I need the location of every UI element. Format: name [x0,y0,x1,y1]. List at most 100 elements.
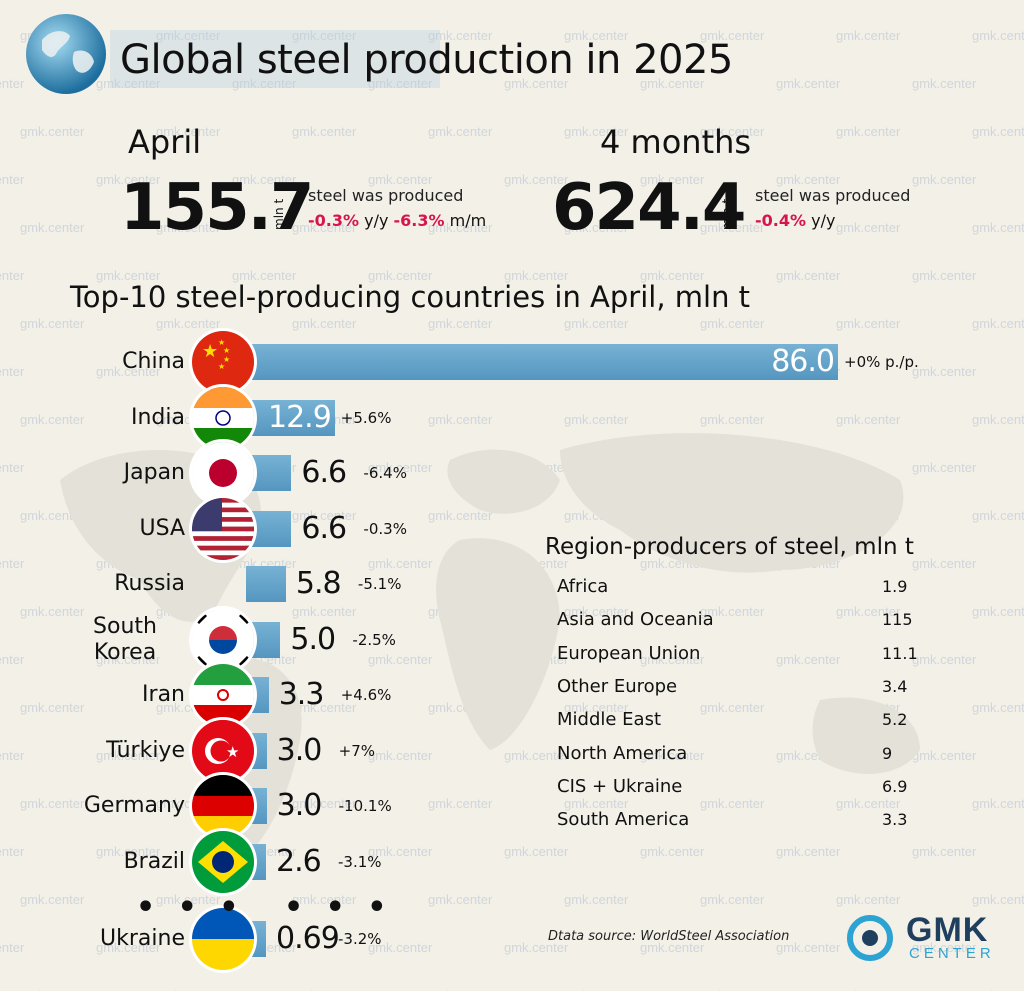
germany-flag-icon [192,775,254,837]
svg-text:★: ★ [226,743,239,761]
value-label-usa: 6.6 [301,510,347,546]
country-label-iran: Iran [142,682,185,707]
change-label-china: +0% p./p. [844,353,919,371]
country-label-south-korea: South Korea [93,613,157,665]
region-name: European Union [557,642,701,664]
country-label-china: China [122,349,185,374]
japan-flag-icon [192,442,254,504]
value-label-t-rkiye: 3.0 [276,732,323,768]
china-flag-icon: ★ ★ ★ ★ ★ [192,331,254,393]
region-name: Middle East [557,709,662,731]
region-row-other-europe: Other Europe 3.4 [557,670,917,703]
change-label-brazil: -3.1% [338,852,382,871]
data-source: Dtata source: WorldSteel Association [548,929,790,944]
brazil-flag-icon [192,830,254,893]
april-yy-suffix: y/y [364,211,389,230]
change-label-t-rkiye: +7% [338,741,376,760]
country-label-india: India [131,404,185,430]
bar-india [246,399,335,436]
april-mm-suffix: m/m [449,211,487,230]
bar-chart-title: Top-10 steel-producing countries in Apri… [70,280,751,314]
page-title: Global steel production in 2025 [120,37,733,83]
value-label-germany: 3.0 [276,788,323,823]
change-label-india: +5.6% [340,408,392,427]
change-label-usa: -0.3% [363,519,407,538]
svg-text:★: ★ [202,341,218,362]
country-label-usa: USA [139,515,185,541]
region-row-cis-ukraine: CIS + Ukraine 6.9 [557,770,917,803]
april-yy-value: -0.3% [308,211,360,230]
value-label-brazil: 2.6 [276,843,322,879]
region-name: Other Europe [557,675,678,697]
ellipsis-values: • • • [284,890,393,925]
region-name: North America [557,742,688,764]
bar-china [246,344,838,380]
change-label-ukraine: -3.2% [338,930,382,948]
region-row-africa: Africa 1.9 [557,570,917,603]
country-label-germany: Germany [83,793,185,818]
region-row-european-union: European Union 11.1 [557,637,918,670]
change-label-japan: -6.4% [363,464,407,482]
country-label-brazil: Brazil [123,848,185,874]
region-value: 5.2 [882,710,908,730]
country-label-japan: Japan [123,460,185,485]
value-label-russia: 5.8 [295,566,342,601]
country-label-t-rkiye: Türkiye [106,737,185,763]
region-row-south-america: South America 3.3 [557,803,917,836]
region-row-middle-east: Middle East 5.2 [557,703,917,736]
april-produced-label: steel was produced [308,186,464,205]
globe-icon [26,14,106,94]
country-label-ukraine: Ukraine [100,926,185,951]
region-value: 9 [882,743,893,763]
region-row-north-america: North America 9 [557,737,917,770]
ellipsis-countries: • • • [136,890,245,925]
april-total: 155.7 [120,171,314,245]
april-period: April [128,123,202,161]
svg-text:★: ★ [223,355,230,364]
value-label-india: 12.9 [268,399,332,435]
region-name: Asia and Oceania [557,609,714,631]
value-label-ukraine: 0.69 [276,921,340,956]
svg-text:★: ★ [223,346,230,355]
value-label-china: 86.0 [771,344,835,379]
april-changes: -0.3% y/y -6.3% m/m [308,211,486,231]
months-changes: -0.4% y/y [755,211,835,231]
value-label-south-korea: 5.0 [290,621,336,657]
turkiye-flag-icon: ★ [192,719,254,782]
region-row-asia-and-oceania: Asia and Oceania 115 [557,603,917,636]
april-mm-value: -6.3% [393,211,445,230]
usa-flag-icon [192,497,254,560]
value-label-japan: 6.6 [301,455,347,490]
country-label-russia: Russia [114,571,185,596]
region-value: 1.9 [882,577,908,596]
svg-text:★: ★ [218,338,225,347]
months-period: 4 months [600,123,752,161]
months-yy-value: -0.4% [755,211,807,230]
region-name: CIS + Ukraine [557,775,683,797]
india-flag-icon [192,386,254,449]
months-yy-suffix: y/y [811,211,836,230]
region-value: 11.1 [882,643,918,663]
south-korea-flag-icon [192,608,254,671]
bar-russia [246,566,286,602]
title-highlight [110,30,440,88]
change-label-south-korea: -2.5% [352,630,396,649]
region-value: 115 [882,610,913,630]
region-value: 3.3 [882,810,908,830]
months-total: 624.4 [552,171,746,245]
region-name: South America [557,809,690,831]
region-value: 3.4 [882,676,908,696]
change-label-iran: +4.6% [340,686,392,704]
change-label-germany: -10.1% [338,797,392,815]
change-label-russia: -5.1% [357,575,402,593]
region-name: Africa [557,576,609,597]
svg-text:★: ★ [218,362,225,371]
region-table-title: Region-producers of steel, mln t [545,534,914,560]
logo-text-center: CENTER [909,945,995,962]
value-label-iran: 3.3 [278,677,325,712]
region-value: 6.9 [882,776,908,796]
iran-flag-icon [192,664,254,726]
gmk-logo-icon [847,915,893,961]
months-produced-label: steel was produced [755,186,911,205]
